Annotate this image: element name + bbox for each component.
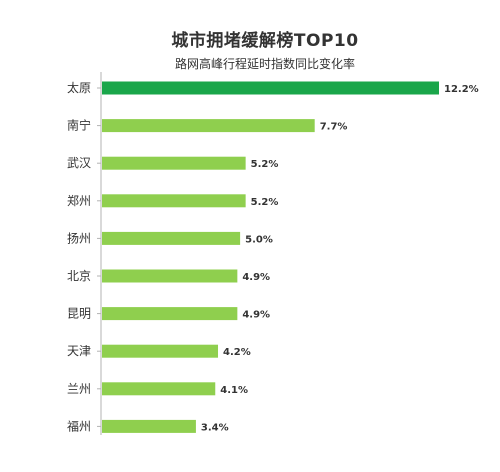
value-label: 5.2% (251, 159, 279, 170)
category-label: 扬州 (67, 230, 91, 245)
bar-2 (102, 119, 315, 133)
category-label: 天津 (67, 344, 91, 358)
category-label: 武汉 (67, 156, 91, 170)
bar-10 (102, 419, 196, 433)
value-label: 4.2% (223, 347, 251, 358)
category-label: 昆明 (67, 307, 91, 321)
value-label: 5.0% (245, 234, 273, 245)
category-label: 兰州 (67, 382, 91, 396)
bar-4 (102, 194, 246, 208)
bar-5 (102, 231, 241, 245)
bar-9 (102, 382, 216, 396)
value-label: 3.4% (201, 422, 229, 433)
bar-6 (102, 269, 238, 283)
value-label: 12.2% (444, 84, 479, 95)
bar-8 (102, 344, 219, 358)
category-label: 太原 (67, 80, 91, 95)
chart-subtitle: 路网高峰行程延时指数同比变化率 (174, 57, 355, 71)
value-label: 4.9% (242, 310, 270, 321)
bar-3 (102, 156, 246, 170)
value-label: 4.9% (242, 272, 270, 283)
category-label: 南宁 (67, 118, 91, 133)
value-label: 5.2% (251, 197, 279, 208)
category-label: 北京 (67, 269, 91, 283)
value-label: 7.7% (320, 122, 348, 133)
chart-title: 城市拥堵缓解榜TOP10 (171, 31, 359, 51)
bar-7 (102, 307, 238, 321)
category-label: 郑州 (67, 193, 91, 208)
value-label: 4.1% (220, 385, 248, 396)
category-label: 福州 (67, 418, 91, 433)
bar-1 (102, 81, 439, 95)
